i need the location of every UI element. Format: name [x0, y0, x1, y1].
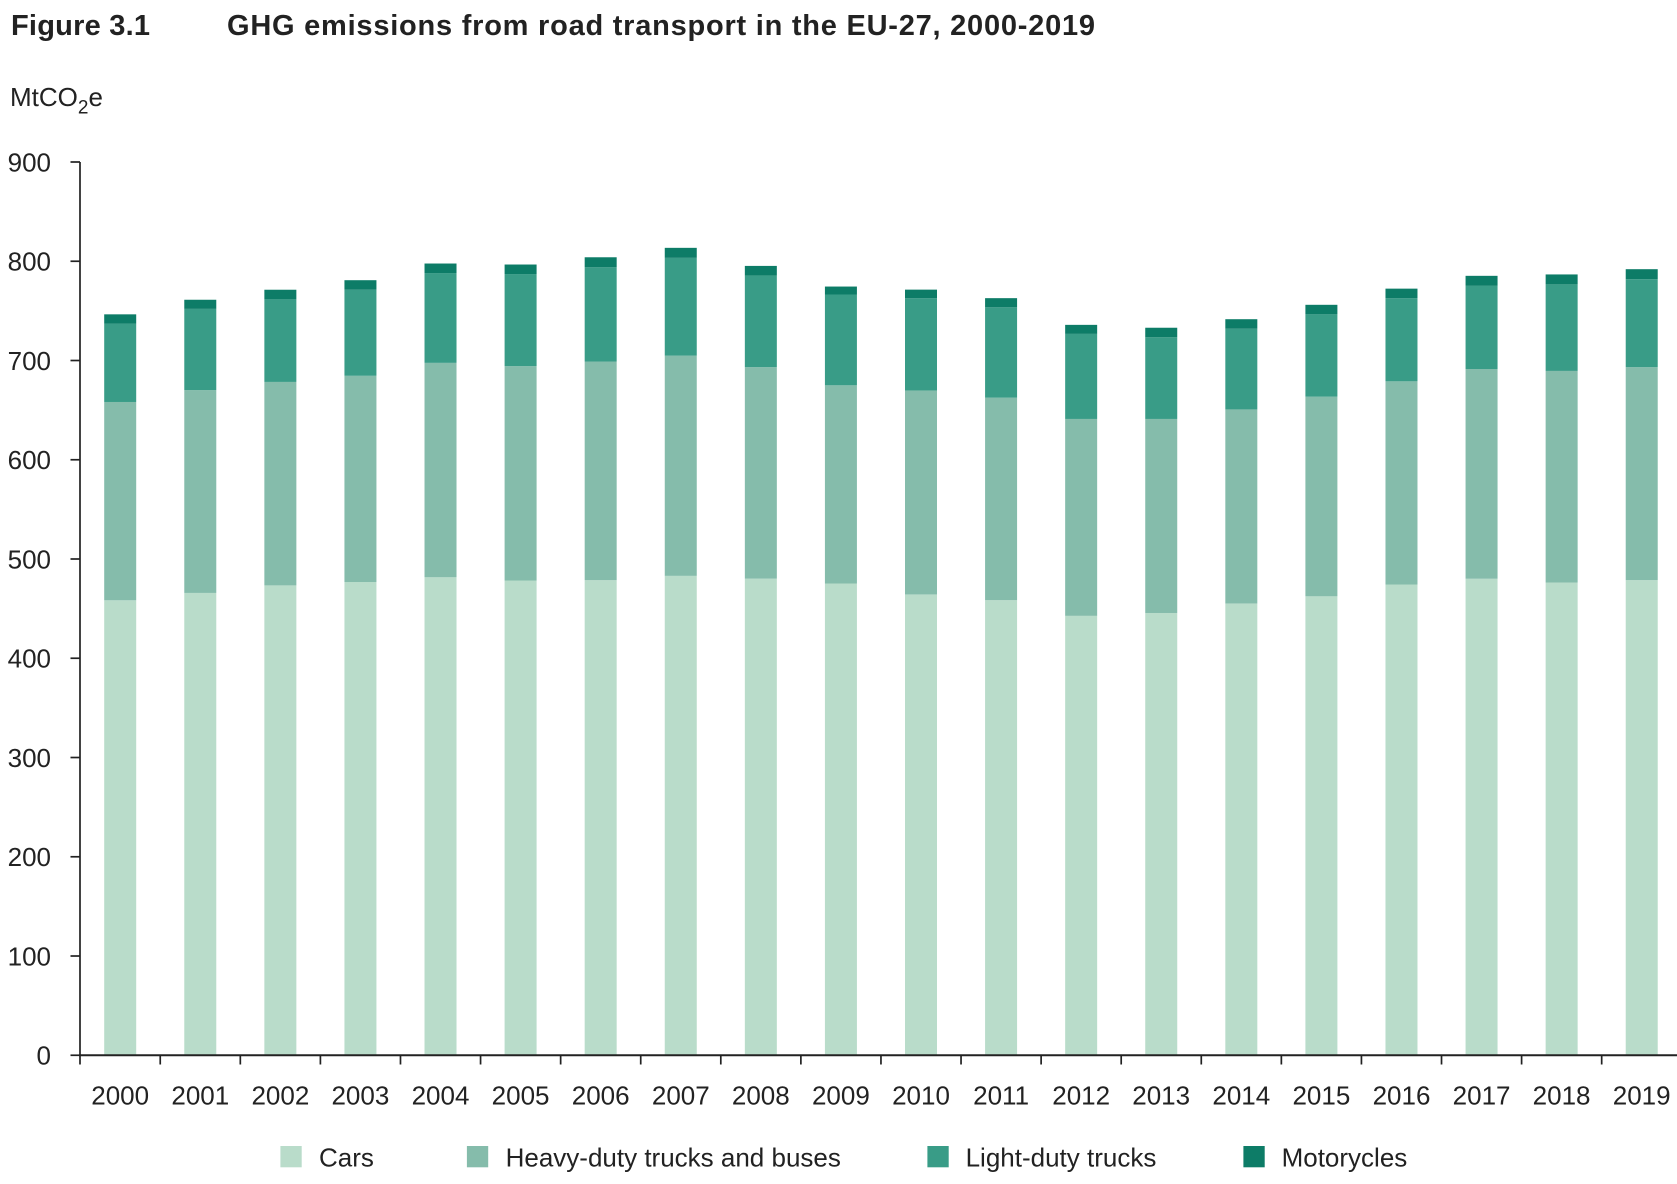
svg-text:2010: 2010: [892, 1081, 950, 1111]
svg-text:2004: 2004: [412, 1081, 470, 1111]
svg-text:800: 800: [8, 247, 51, 277]
svg-text:GHG emissions from road transp: GHG emissions from road transport in the…: [227, 10, 1095, 42]
svg-text:400: 400: [8, 644, 51, 674]
svg-text:2018: 2018: [1533, 1081, 1591, 1111]
svg-text:2013: 2013: [1132, 1081, 1190, 1111]
svg-text:Cars: Cars: [319, 1143, 374, 1173]
svg-text:Light-duty trucks: Light-duty trucks: [966, 1143, 1157, 1173]
svg-text:2012: 2012: [1052, 1081, 1110, 1111]
svg-text:2006: 2006: [572, 1081, 630, 1111]
svg-text:2001: 2001: [171, 1081, 229, 1111]
svg-text:2002: 2002: [251, 1081, 309, 1111]
svg-text:2014: 2014: [1212, 1081, 1270, 1111]
svg-text:100: 100: [8, 941, 51, 971]
svg-text:2009: 2009: [812, 1081, 870, 1111]
svg-text:2003: 2003: [331, 1081, 389, 1111]
svg-text:2005: 2005: [492, 1081, 550, 1111]
svg-text:2007: 2007: [652, 1081, 710, 1111]
svg-text:900: 900: [8, 147, 51, 177]
svg-text:300: 300: [8, 743, 51, 773]
svg-text:2019: 2019: [1613, 1081, 1671, 1111]
svg-text:2017: 2017: [1453, 1081, 1511, 1111]
svg-text:Heavy-duty trucks and buses: Heavy-duty trucks and buses: [506, 1143, 841, 1173]
svg-text:Motorycles: Motorycles: [1282, 1143, 1408, 1173]
svg-text:2000: 2000: [91, 1081, 149, 1111]
svg-text:2016: 2016: [1373, 1081, 1431, 1111]
svg-text:500: 500: [8, 544, 51, 574]
svg-text:200: 200: [8, 842, 51, 872]
svg-text:700: 700: [8, 346, 51, 376]
svg-text:2011: 2011: [973, 1081, 1029, 1111]
svg-text:0: 0: [37, 1041, 51, 1071]
svg-text:Figure 3.1: Figure 3.1: [11, 10, 150, 42]
svg-text:2015: 2015: [1292, 1081, 1350, 1111]
svg-text:600: 600: [8, 445, 51, 475]
svg-text:2008: 2008: [732, 1081, 790, 1111]
